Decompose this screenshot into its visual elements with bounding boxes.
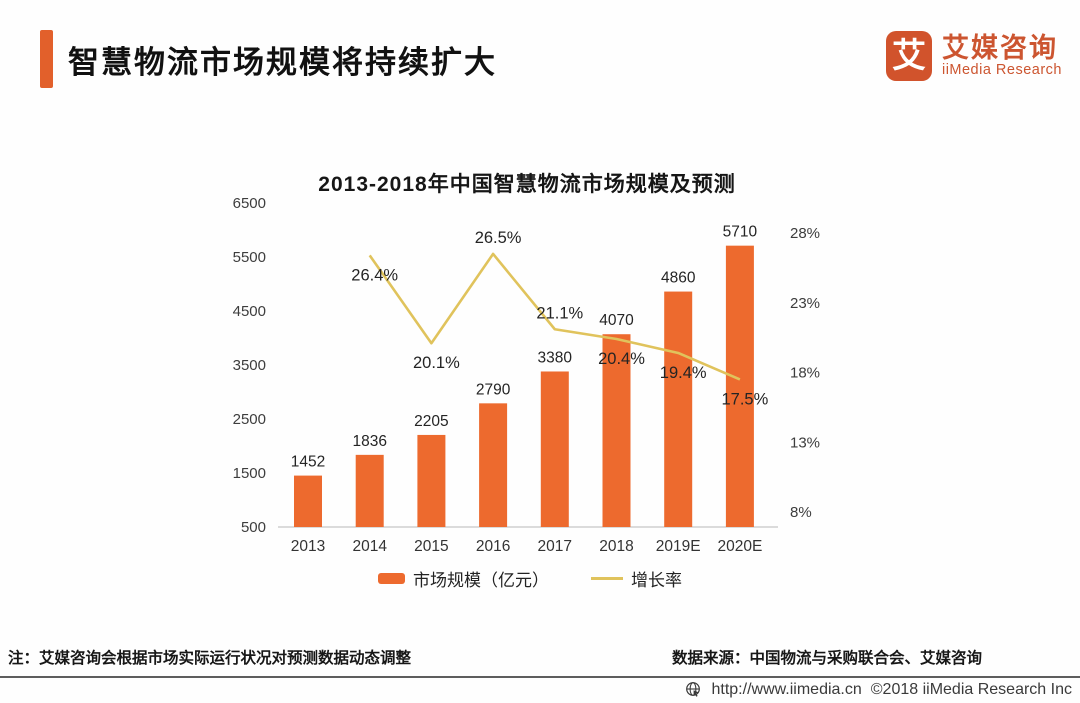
header: 智慧物流市场规模将持续扩大	[40, 30, 497, 88]
chart-legend: 市场规模（亿元） 增长率	[0, 566, 1060, 591]
legend-line-swatch	[591, 577, 623, 580]
bar-value: 4860	[661, 270, 696, 287]
x-label: 2015	[414, 538, 448, 555]
bar-value: 2790	[476, 381, 511, 398]
right-tick: 28%	[790, 225, 820, 242]
bar-2019E	[664, 291, 693, 527]
legend-item-bar: 市场规模（亿元）	[378, 566, 549, 591]
line-value: 20.1%	[413, 354, 460, 372]
bar-2014	[355, 454, 384, 527]
growth-line	[368, 252, 741, 381]
bar-2013	[294, 475, 322, 527]
chart: 2013-2018年中国智慧物流市场规模及预测 500 1500 2500 3500 45…	[233, 172, 820, 555]
x-label: 2014	[352, 538, 387, 555]
page-title: 智慧物流市场规模将持续扩大	[68, 44, 497, 80]
bar-value: 2205	[414, 413, 448, 430]
bar-value: 4070	[599, 312, 634, 329]
x-label: 2013	[291, 538, 325, 555]
line-value: 17.5%	[722, 390, 769, 408]
bar-value: 5710	[723, 224, 758, 241]
left-tick: 4500	[233, 303, 266, 320]
right-tick: 18%	[790, 365, 820, 382]
logo-text: 艾媒咨询 iiMedia Research	[941, 32, 1062, 79]
x-label: 2016	[476, 538, 510, 555]
bar-2015	[417, 434, 446, 527]
right-tick: 8%	[790, 504, 812, 521]
logo-name-en: iiMedia Research	[941, 62, 1062, 79]
logo-mark-icon: 艾	[885, 31, 932, 81]
line-value: 21.1%	[536, 304, 583, 322]
line-value: 26.5%	[475, 229, 522, 247]
legend-bar-label: 市场规模（亿元）	[413, 571, 549, 590]
line-value: 26.4%	[351, 266, 398, 284]
meta-row: 注：艾媒咨询会根据市场实际运行状况对预测数据动态调整 数据来源：中国物流与采购联…	[0, 646, 1080, 668]
left-tick: 1500	[233, 465, 266, 482]
bar-value: 1836	[352, 433, 386, 450]
data-source: 数据来源：中国物流与采购联合会、艾媒咨询	[671, 650, 982, 667]
left-tick: 500	[241, 519, 266, 536]
brand-logo: 艾 艾媒咨询 iiMedia Research	[885, 31, 1062, 81]
title-accent-bar	[40, 30, 53, 88]
x-label: 2020E	[717, 538, 762, 555]
line-value: 19.4%	[660, 364, 707, 382]
footer-copyright: ©2018 iiMedia Research Inc	[870, 680, 1072, 698]
logo-name-cn: 艾媒咨询	[941, 32, 1058, 63]
line-value: 20.4%	[598, 350, 645, 368]
footer-url: http://www.iimedia.cn	[711, 680, 862, 698]
logo-mark-glyph: 艾	[891, 37, 926, 75]
legend-item-line: 增长率	[591, 566, 682, 591]
left-tick: 2500	[233, 411, 266, 428]
left-tick: 5500	[233, 249, 266, 266]
left-tick: 3500	[233, 357, 266, 374]
svg-text:2013-2018年中国智慧物流市场规模及预测: 2013-2018年中国智慧物流市场规模及预测	[318, 172, 735, 196]
right-tick: 13%	[790, 434, 820, 451]
x-label: 2019E	[656, 538, 701, 555]
x-label: 2017	[538, 538, 572, 555]
legend-bar-swatch	[378, 573, 405, 584]
bar-2016	[479, 403, 508, 527]
bar-2020E	[725, 245, 754, 527]
bar-value: 1452	[291, 454, 325, 471]
x-label: 2018	[599, 538, 633, 555]
globe-icon	[686, 682, 701, 697]
right-tick: 23%	[790, 295, 820, 312]
footer-bar: http://www.iimedia.cn ©2018 iiMedia Rese…	[0, 676, 1080, 701]
note: 注：艾媒咨询会根据市场实际运行状况对预测数据动态调整	[8, 650, 412, 667]
bar-2017	[540, 371, 569, 527]
left-tick: 6500	[233, 195, 266, 212]
bar-2018	[602, 334, 631, 527]
bar-value: 3380	[538, 349, 573, 366]
legend-line-label: 增长率	[631, 571, 682, 590]
